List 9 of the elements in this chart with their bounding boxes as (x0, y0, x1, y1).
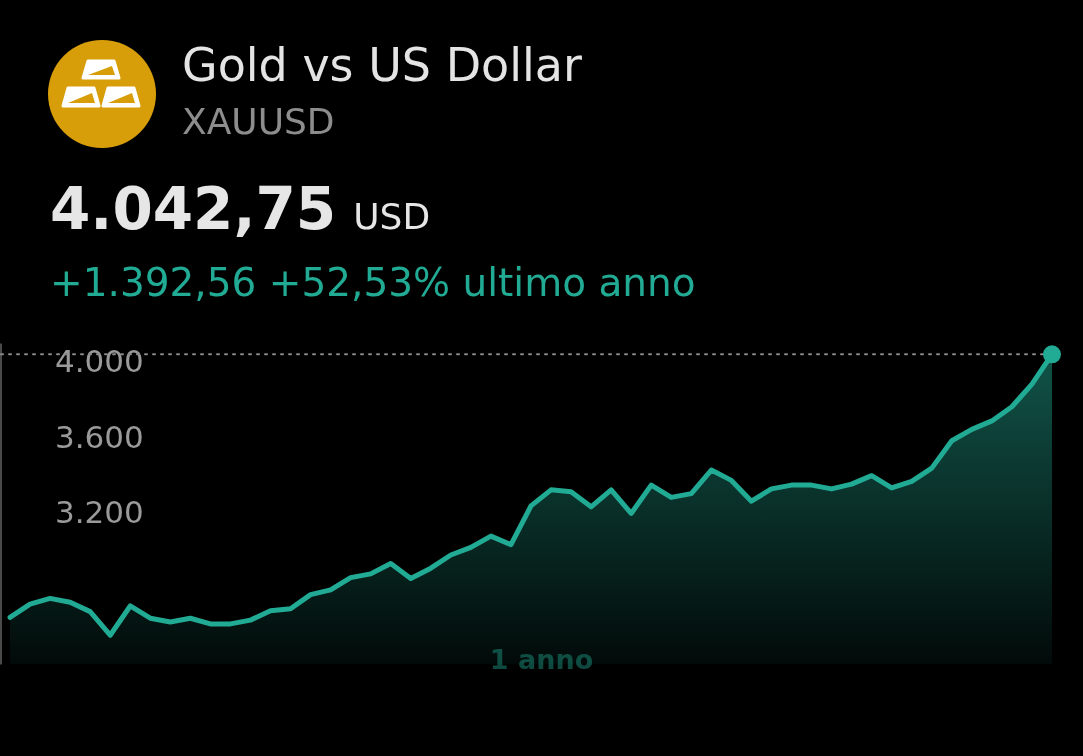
y-tick-label: 3.200 (55, 494, 144, 531)
y-tick-label: 3.600 (55, 418, 144, 455)
text: 4.042,75 (50, 175, 337, 243)
x-axis-title: 1 anno (489, 643, 594, 675)
y-tick-label: 4.000 (55, 343, 144, 380)
chart-title: Gold vs US Dollar (182, 38, 582, 92)
chart-subtitle: XAUUSD (182, 101, 335, 142)
text: USD (353, 196, 431, 237)
text: +1.392,56 +52,53% ultimo anno (50, 260, 696, 305)
